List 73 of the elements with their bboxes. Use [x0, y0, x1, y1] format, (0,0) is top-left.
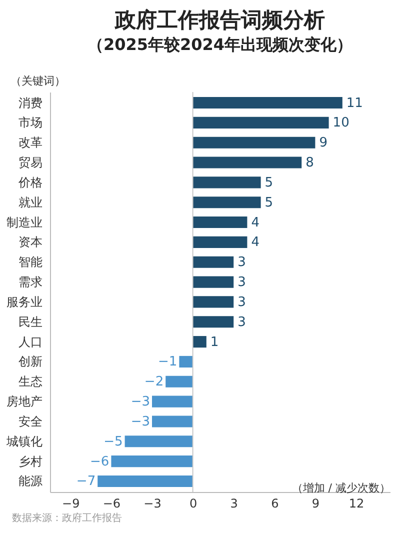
bar: [192, 136, 316, 148]
bar: [192, 196, 261, 208]
chart-title: 政府工作报告词频分析: [114, 8, 325, 32]
data-label: −3: [130, 414, 150, 430]
x-tick-label: 0: [189, 496, 198, 510]
y-tick-label: 安全: [18, 414, 42, 428]
data-label: 1: [210, 334, 219, 350]
bar: [192, 316, 234, 328]
source-note: 数据来源：政府工作报告: [12, 512, 123, 525]
bar: [192, 176, 261, 188]
y-tick-label: 生态: [18, 374, 42, 389]
bar: [179, 356, 193, 368]
y-tick-label: 房地产: [6, 394, 42, 409]
data-label: −2: [144, 374, 164, 390]
bar: [192, 216, 248, 228]
bar: [192, 276, 234, 288]
data-label: −6: [90, 454, 110, 470]
y-tick-label: 就业: [18, 195, 42, 210]
x-tick-label: 3: [230, 496, 238, 510]
bar: [152, 396, 193, 408]
data-label: 3: [238, 275, 246, 290]
x-tick-label: −9: [62, 496, 80, 510]
y-tick-label: 制造业: [6, 215, 42, 230]
x-tick-label: −3: [144, 496, 162, 510]
y-tick-label: 市场: [18, 116, 42, 130]
x-tick-label: 12: [348, 496, 364, 510]
data-label: −3: [130, 394, 150, 410]
data-label: 9: [319, 136, 328, 151]
data-label: 5: [264, 195, 274, 210]
y-tick-label: 价格: [18, 175, 42, 190]
data-label: 3: [238, 255, 246, 270]
bar: [192, 296, 234, 308]
y-tick-label: 资本: [18, 235, 42, 250]
y-tick-label: 改革: [18, 136, 42, 150]
data-label: 5: [264, 175, 274, 190]
y-tick-label: 服务业: [6, 294, 42, 309]
data-label: 3: [238, 294, 246, 310]
y-tick-label: 创新: [18, 354, 42, 369]
y-tick-label: 能源: [18, 474, 42, 488]
bar: [192, 96, 342, 109]
data-label: 11: [346, 96, 363, 111]
chart-subtitle: （2025年较2024年出现频次变化）: [87, 35, 353, 54]
bar: [192, 256, 234, 268]
y-tick-label: 城镇化: [6, 434, 42, 448]
data-label: 4: [251, 235, 260, 250]
data-label: 4: [251, 215, 260, 230]
bar: [124, 436, 193, 448]
bar: [192, 156, 302, 168]
data-label: −1: [158, 354, 178, 370]
bar: [166, 376, 193, 388]
bar: [111, 456, 193, 468]
x-tick-label: 9: [312, 496, 320, 510]
y-tick-label: 人口: [18, 334, 42, 349]
bar: [192, 116, 329, 128]
bar: [152, 416, 193, 428]
y-tick-label: 消费: [18, 96, 42, 110]
data-label: −7: [76, 474, 96, 490]
x-tick-label: 6: [271, 496, 279, 510]
y-tick-label: 智能: [18, 255, 42, 270]
y-axis-title: （关键词）: [10, 74, 66, 88]
bar: [192, 236, 248, 248]
data-label: 8: [306, 156, 314, 171]
y-tick-label: 贸易: [18, 156, 42, 170]
bar: [192, 336, 206, 348]
data-label: −5: [104, 434, 123, 450]
y-tick-label: 乡村: [18, 454, 42, 468]
data-label: 10: [332, 116, 350, 131]
bar: [98, 475, 193, 488]
x-axis-title: （增加 / 减少次数）: [292, 482, 390, 494]
x-tick-label: −6: [102, 496, 121, 510]
data-label: 3: [238, 314, 246, 330]
y-tick-label: 需求: [18, 275, 42, 290]
y-tick-label: 民生: [18, 314, 42, 329]
